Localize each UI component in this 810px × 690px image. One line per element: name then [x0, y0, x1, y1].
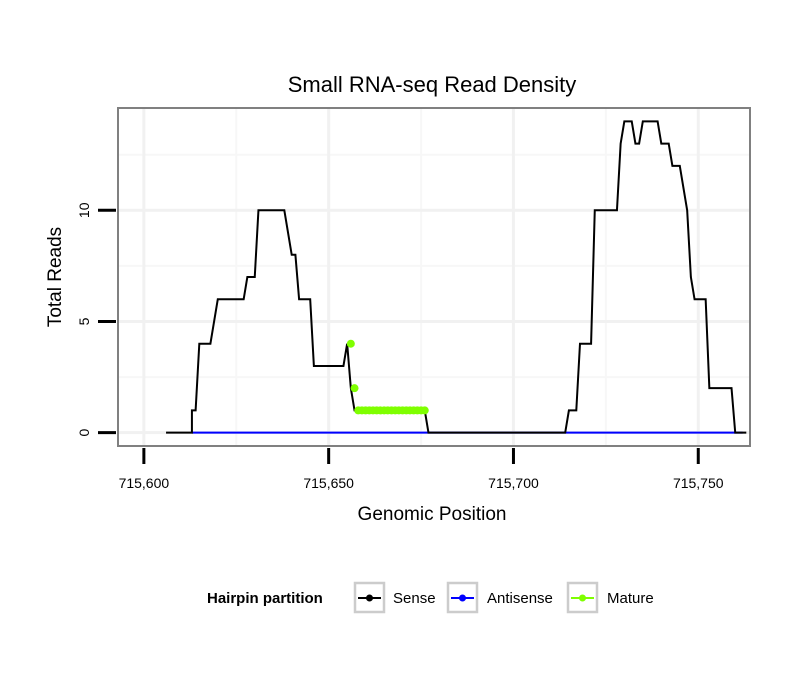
series-sense-line	[166, 120, 747, 434]
legend-dot-antisense	[459, 594, 466, 602]
y-axis-title: Total Reads	[45, 227, 66, 327]
legend-dot-mature	[579, 594, 586, 602]
chart-title: Small RNA-seq Read Density	[288, 72, 577, 97]
y-axis-tick-label: 5	[76, 317, 92, 325]
legend-item-sense: Sense	[353, 581, 436, 614]
x-axis-title: Genomic Position	[358, 504, 507, 525]
y-axis-tick-label: 10	[76, 202, 92, 218]
plot-panel-border	[117, 107, 751, 447]
legend-label-sense: Sense	[393, 590, 436, 607]
series-mature-point	[420, 406, 429, 415]
legend-item-antisense: Antisense	[446, 581, 553, 614]
series-mature-point	[346, 339, 355, 348]
legend-label-mature: Mature	[607, 590, 654, 607]
x-axis-tick-label: 715,600	[119, 475, 170, 491]
series-group	[166, 120, 747, 434]
axes: 715,600 715,650 715,700 715,750 0 5 10	[76, 202, 724, 491]
legend-dot-sense	[366, 594, 373, 602]
x-axis-tick-label: 715,700	[488, 475, 539, 491]
y-axis-tick-label: 0	[76, 429, 92, 437]
legend: Hairpin partition Sense Antisense Mature	[207, 581, 654, 614]
legend-item-mature: Mature	[566, 581, 654, 614]
x-axis-tick-label: 715,750	[673, 475, 724, 491]
legend-label-antisense: Antisense	[487, 590, 553, 607]
x-axis-tick-label: 715,650	[303, 475, 354, 491]
series-mature-point	[350, 384, 359, 393]
legend-title: Hairpin partition	[207, 590, 323, 607]
